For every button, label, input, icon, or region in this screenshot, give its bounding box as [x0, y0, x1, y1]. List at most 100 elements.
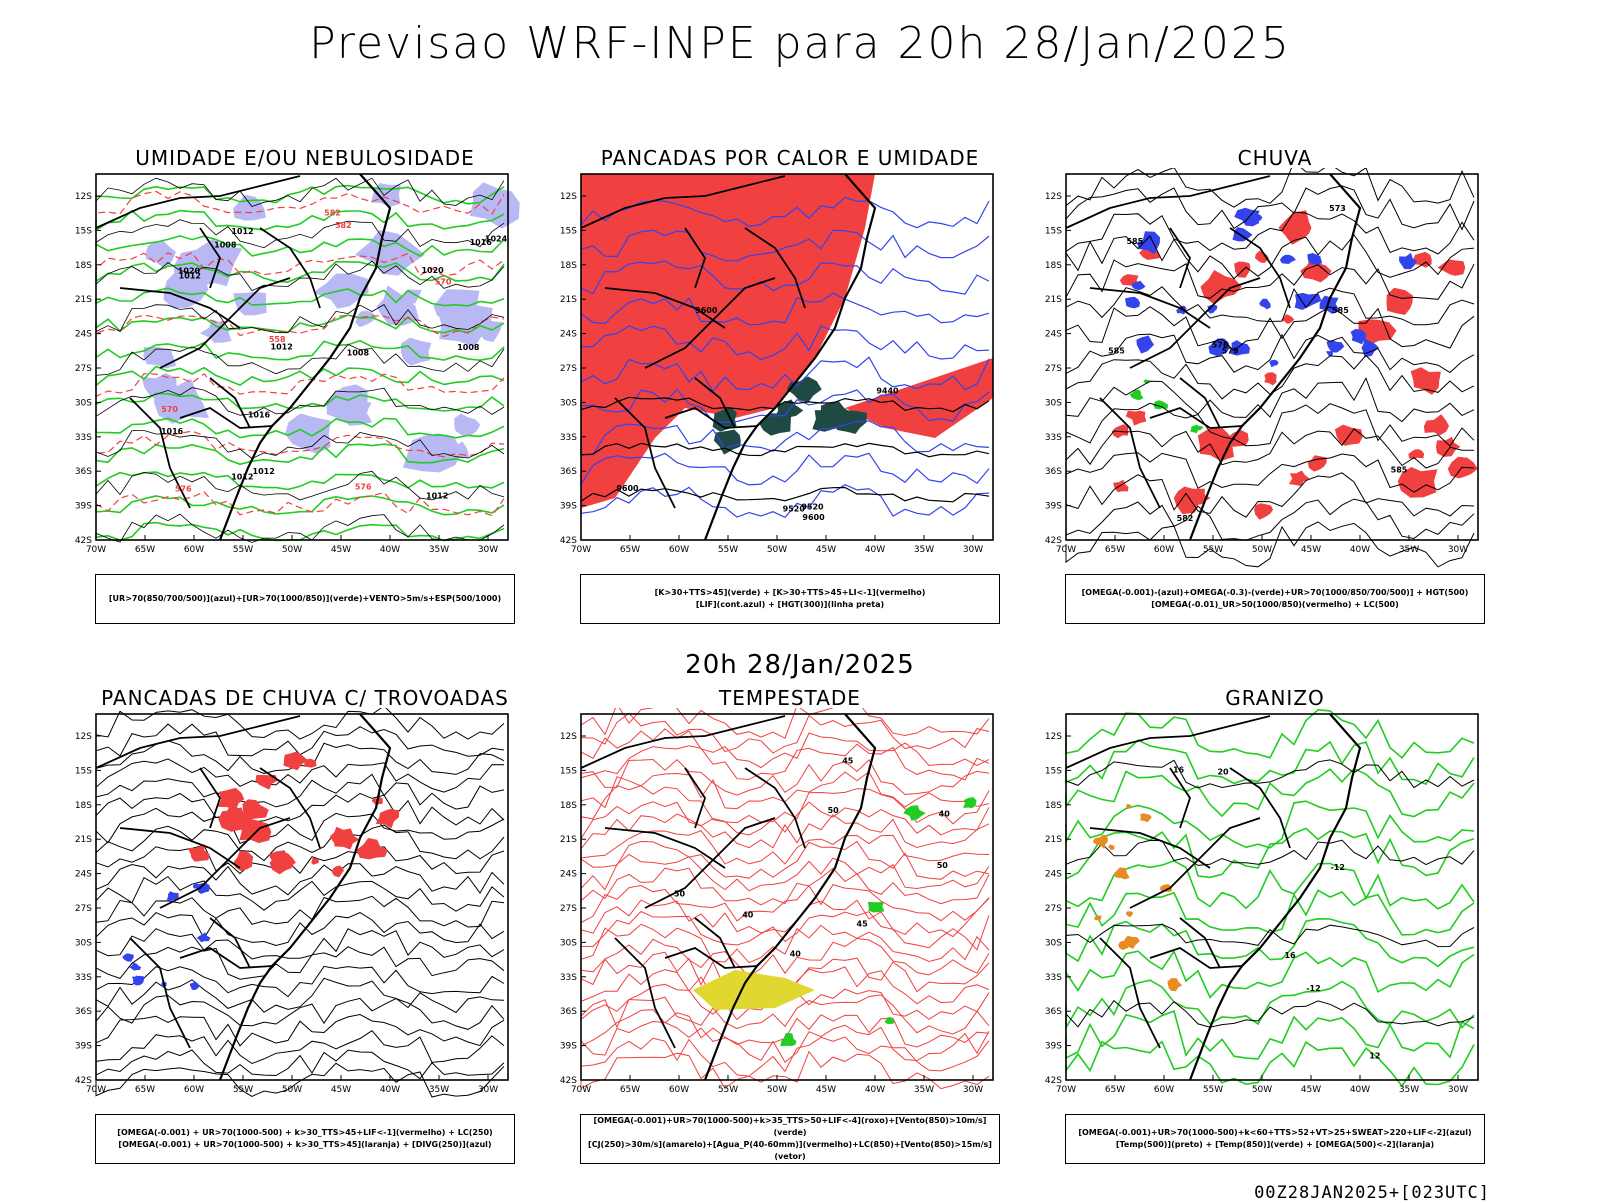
country-border [159, 817, 291, 909]
lifted-index-contour [580, 196, 990, 229]
contour-label: 1016 [248, 411, 271, 420]
omega-area [1259, 298, 1271, 310]
water-content-contour [580, 712, 990, 754]
lat-tick-label: 15S [75, 226, 92, 236]
contour-label: 9600 [695, 306, 718, 315]
country-border [1149, 407, 1243, 429]
contour-label: 1008 [457, 343, 480, 352]
lifted-index-contour [580, 229, 990, 262]
humidity-area [163, 266, 209, 309]
thunderstorm-area [218, 807, 251, 832]
country-border [259, 227, 321, 309]
water-content-contour [580, 1009, 990, 1048]
panel-title: GRANIZO [1225, 686, 1325, 710]
lat-tick-label: 12S [75, 732, 92, 742]
water-content-contour [580, 1020, 990, 1063]
lon-tick-label: 40W [865, 1085, 885, 1095]
contour-label: 9520 [783, 505, 806, 514]
country-border [694, 917, 736, 969]
contour-label: 570 [435, 277, 452, 286]
rain-area [1254, 503, 1274, 520]
temperature-500-contour [1065, 759, 1475, 789]
streamline [1065, 428, 1474, 469]
main-title: Previsao WRF-INPE para 20h 28/Jan/2025 [309, 18, 1291, 69]
country-border [664, 947, 758, 969]
wind-area [903, 805, 926, 821]
contour-label: 50 [828, 806, 840, 815]
lon-tick-label: 60W [669, 545, 689, 555]
contour-label: 1012 [231, 473, 253, 482]
lat-tick-label: 39S [1045, 502, 1062, 512]
lat-tick-label: 30S [75, 398, 92, 408]
coastline [1188, 713, 1362, 1081]
lat-tick-label: 36S [560, 1007, 577, 1017]
pressure-contour [95, 513, 505, 543]
lat-tick-label: 12S [560, 192, 577, 202]
lon-tick-label: 35W [914, 545, 934, 555]
lat-tick-label: 42S [560, 1076, 577, 1086]
thunderstorm-area [331, 865, 344, 878]
lifted-index-contour [580, 292, 990, 326]
thickness-contour [95, 190, 505, 215]
streamline [1065, 498, 1475, 541]
contour-label: 16 [1284, 951, 1296, 960]
coastline [218, 173, 392, 541]
lon-tick-label: 30W [478, 545, 498, 555]
temperature-850-contour [1065, 949, 1475, 999]
lon-tick-label: 70W [1056, 1085, 1076, 1095]
country-border [644, 817, 776, 909]
lon-tick-label: 55W [233, 1085, 253, 1095]
rain-area [1358, 319, 1397, 346]
legend-box: [OMEGA(-0.001)-(azul)+OMEGA(-0.3)-(verde… [1065, 574, 1485, 624]
wind-area [884, 1017, 895, 1024]
country-border [664, 407, 758, 429]
contour-label: 1008 [214, 241, 237, 250]
country-border [614, 937, 676, 1049]
temperature-850-contour [1065, 708, 1475, 759]
lat-tick-label: 27S [560, 904, 577, 914]
divergence-area [132, 975, 144, 986]
contour-label: 585 [1126, 237, 1143, 246]
lat-tick-label: 24S [75, 330, 92, 340]
lat-tick-label: 21S [560, 295, 577, 305]
lat-tick-label: 27S [75, 364, 92, 374]
lon-tick-label: 65W [1105, 1085, 1125, 1095]
pressure-contour [95, 177, 505, 207]
streamline [95, 1049, 505, 1080]
lon-tick-label: 40W [380, 1085, 400, 1095]
lon-tick-label: 55W [718, 1085, 738, 1095]
lat-tick-label: 42S [560, 536, 577, 546]
lat-tick-label: 36S [1045, 1007, 1062, 1017]
lon-tick-label: 65W [620, 545, 640, 555]
lon-tick-label: 65W [1105, 545, 1125, 555]
lat-tick-label: 12S [1045, 732, 1062, 742]
streamline [1065, 376, 1475, 423]
humidity-contour [95, 365, 505, 388]
lon-tick-label: 50W [767, 1085, 787, 1095]
contour-label: 558 [269, 335, 286, 344]
temperature-500-contour [1065, 839, 1475, 866]
country-border [179, 407, 273, 429]
rain-area [1288, 470, 1310, 487]
country-border [1169, 767, 1191, 829]
lifted-index-contour [580, 325, 990, 361]
contour-label: 9600 [802, 513, 825, 522]
country-border [1099, 397, 1161, 509]
lat-tick-label: 30S [1045, 938, 1062, 948]
thunderstorm-area [283, 751, 308, 771]
legend-box: [UR>70(850/700/500)](azul)+[UR>70(1000/8… [95, 574, 515, 624]
country-border [1179, 917, 1221, 969]
coastline [218, 713, 392, 1081]
lat-tick-label: 33S [560, 433, 577, 443]
thunderstorm-area [242, 799, 269, 820]
country-border [1099, 937, 1161, 1049]
contour-label: 40 [742, 910, 754, 919]
streamline [1065, 452, 1475, 493]
lon-tick-label: 35W [429, 545, 449, 555]
rain-area [1408, 449, 1425, 460]
water-content-contour [580, 743, 990, 781]
temperature-500-contour [1065, 999, 1475, 1028]
country-border [159, 277, 291, 369]
lon-tick-label: 45W [1301, 545, 1321, 555]
